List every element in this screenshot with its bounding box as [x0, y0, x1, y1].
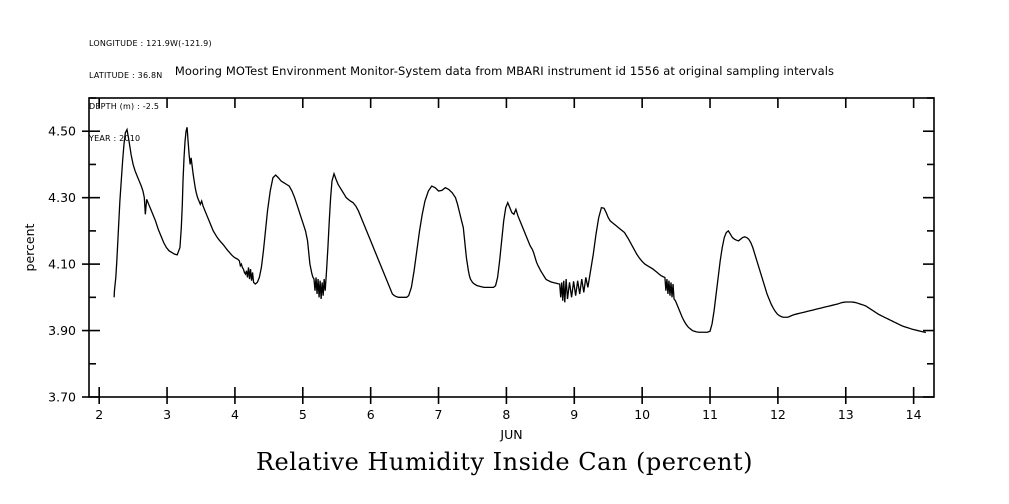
metadata-depth: DEPTH (m) : -2.5 — [89, 102, 160, 111]
metadata-block: LONGITUDE : 121.9W(-121.9) LATITUDE : 36… — [89, 18, 212, 155]
plot-title: Mooring MOTest Environment Monitor-Syste… — [174, 64, 835, 78]
x-tick-label: 9 — [570, 407, 578, 422]
chart-caption: Relative Humidity Inside Can (percent) — [255, 448, 754, 476]
x-tick-label: 5 — [299, 407, 307, 422]
y-tick-label: 3.90 — [48, 323, 76, 338]
x-tick-label: 13 — [838, 407, 854, 422]
x-tick-label: 3 — [163, 407, 171, 422]
y-tick-label: 3.70 — [48, 390, 76, 405]
x-tick-label: 10 — [634, 407, 650, 422]
metadata-latitude: LATITUDE : 36.8N — [89, 70, 163, 80]
x-tick-label: 6 — [367, 407, 375, 422]
x-tick-label: 11 — [702, 407, 718, 422]
y-tick-label: 4.30 — [48, 190, 76, 205]
y-tick-label: 4.50 — [48, 124, 76, 139]
x-tick-label: 8 — [502, 407, 510, 422]
x-tick-label: 7 — [435, 407, 443, 422]
x-axis-label: JUN — [499, 427, 522, 442]
metadata-year: YEAR : 2010 — [89, 133, 141, 143]
metadata-longitude: LONGITUDE : 121.9W(-121.9) — [89, 39, 212, 48]
x-tick-label: 4 — [231, 407, 239, 422]
x-tick-label: 14 — [906, 407, 922, 422]
y-tick-label: 4.10 — [48, 257, 76, 272]
x-tick-label: 2 — [95, 407, 103, 422]
y-axis-label: percent — [22, 223, 37, 271]
x-tick-label: 12 — [770, 407, 786, 422]
data-series-line — [113, 127, 927, 334]
plot-frame — [88, 97, 935, 398]
